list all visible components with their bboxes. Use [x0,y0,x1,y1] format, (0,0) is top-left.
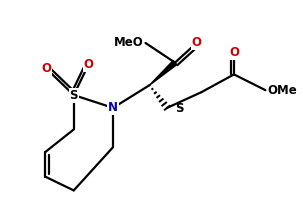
Text: S: S [175,102,184,115]
Text: N: N [108,101,118,114]
Polygon shape [149,60,177,85]
Text: O: O [191,36,201,49]
Text: OMe: OMe [268,84,297,97]
Text: O: O [41,62,51,75]
Text: MeO: MeO [114,36,144,49]
Text: O: O [84,58,94,71]
Text: S: S [69,89,78,102]
Text: O: O [229,46,239,59]
